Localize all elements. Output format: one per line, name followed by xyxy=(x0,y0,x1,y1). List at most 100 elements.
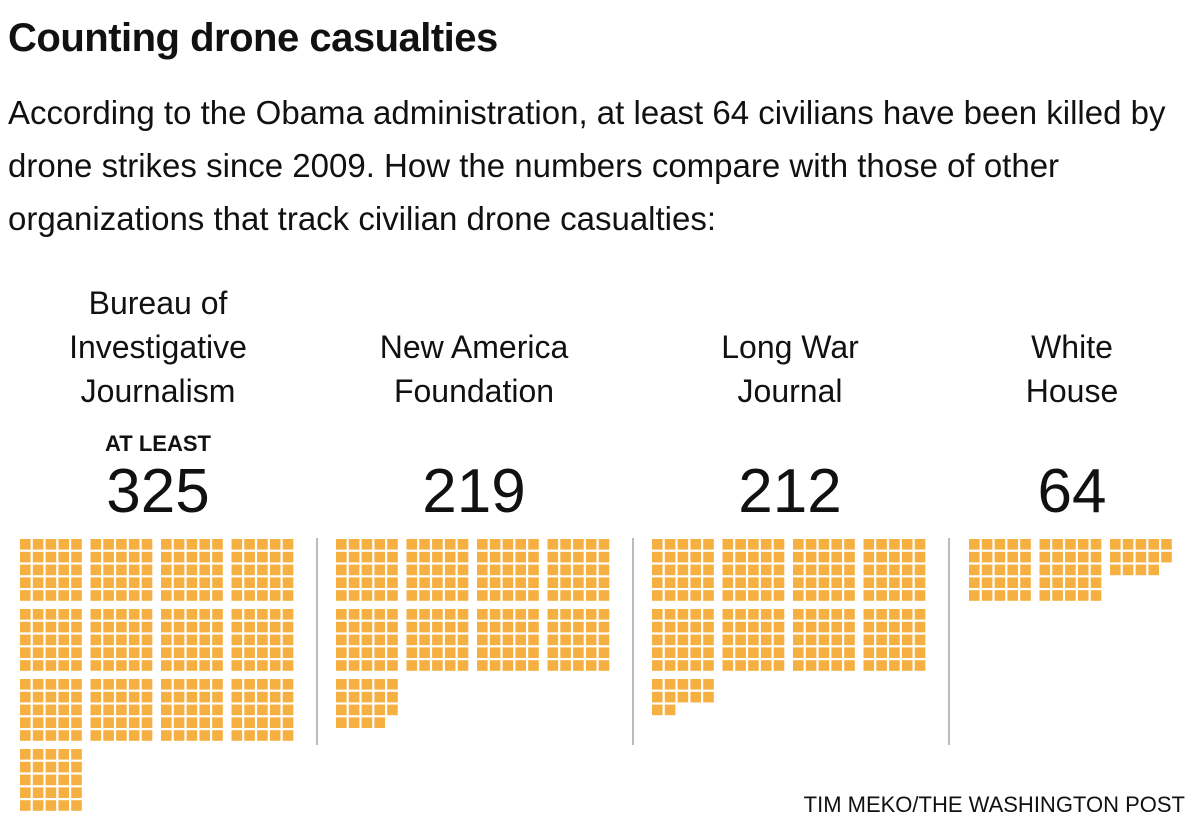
waffle-square xyxy=(116,621,127,633)
waffle-square xyxy=(652,634,663,646)
waffle-square xyxy=(489,539,501,550)
waffle-square xyxy=(71,609,82,620)
waffle-square xyxy=(515,577,526,588)
waffle-square xyxy=(212,621,223,633)
waffle-square xyxy=(1161,551,1172,563)
waffle-square xyxy=(32,577,44,588)
waffle-square xyxy=(502,590,514,601)
waffle-square xyxy=(735,634,746,646)
waffle-square xyxy=(186,564,198,576)
waffle-square xyxy=(528,660,539,671)
waffle-square xyxy=(212,577,223,588)
waffle-square xyxy=(528,647,539,658)
waffle-square xyxy=(161,691,172,703)
waffle-square xyxy=(90,564,102,576)
waffle-square xyxy=(793,564,804,576)
waffle-square xyxy=(585,621,597,633)
waffle-square xyxy=(32,564,44,576)
waffle-square xyxy=(257,730,268,741)
waffle-square xyxy=(1039,577,1051,588)
waffle-square xyxy=(528,564,539,576)
waffle-square xyxy=(489,551,501,563)
waffle-square xyxy=(677,691,689,703)
waffle-square xyxy=(387,577,398,588)
waffle-square xyxy=(652,577,663,588)
waffle-square xyxy=(212,564,223,576)
waffle-square xyxy=(652,590,663,601)
waffle-square xyxy=(598,539,610,550)
waffle-square xyxy=(773,647,785,658)
waffle-square xyxy=(515,590,526,601)
waffle-square xyxy=(889,564,900,576)
waffle-square xyxy=(598,564,610,576)
waffle-square xyxy=(1052,577,1063,588)
waffle-square xyxy=(573,647,584,658)
waffle-square xyxy=(58,590,69,601)
waffle-square xyxy=(387,704,398,716)
waffle-square xyxy=(257,577,268,588)
waffle-square xyxy=(876,551,887,563)
waffle-square xyxy=(58,787,69,798)
waffle-square xyxy=(760,621,772,633)
waffle-square xyxy=(703,551,714,563)
waffle-square xyxy=(71,800,82,811)
waffle-square xyxy=(387,634,398,646)
waffle-square xyxy=(282,730,294,741)
waffle-square xyxy=(844,590,855,601)
waffle-square xyxy=(161,704,172,716)
waffle-square xyxy=(547,539,559,550)
waffle-square xyxy=(805,621,817,633)
waffle-square xyxy=(703,660,714,671)
waffle-square xyxy=(690,590,701,601)
waffle-square xyxy=(116,704,127,716)
waffle-square xyxy=(547,577,559,588)
waffle-square xyxy=(71,704,82,716)
waffle-square xyxy=(547,660,559,671)
waffle-square xyxy=(244,564,255,576)
waffle-square xyxy=(348,590,360,601)
waffle-square xyxy=(348,717,360,728)
waffle-square xyxy=(844,551,855,563)
waffle-square xyxy=(361,564,373,576)
category-label-line: Long War xyxy=(721,329,859,365)
waffle-square xyxy=(760,660,772,671)
waffle-square xyxy=(889,621,900,633)
waffle-square xyxy=(128,539,140,550)
waffle-series xyxy=(652,539,926,716)
waffle-square xyxy=(1135,539,1147,550)
waffle-square xyxy=(502,634,514,646)
waffle-square xyxy=(419,634,430,646)
waffle-square xyxy=(32,590,44,601)
waffle-square xyxy=(257,609,268,620)
waffle-square xyxy=(361,621,373,633)
waffle-square xyxy=(573,564,584,576)
waffle-square xyxy=(773,564,785,576)
waffle-square xyxy=(374,551,385,563)
waffle-square xyxy=(432,660,443,671)
waffle-square xyxy=(336,577,347,588)
waffle-square xyxy=(419,551,430,563)
waffle-square xyxy=(141,609,153,620)
waffle-square xyxy=(348,691,360,703)
waffle-square xyxy=(282,647,294,658)
waffle-square xyxy=(231,704,243,716)
waffle-square xyxy=(914,634,926,646)
waffle-square xyxy=(844,647,855,658)
waffle-square xyxy=(116,730,127,741)
waffle-square xyxy=(831,634,842,646)
waffle-square xyxy=(348,609,360,620)
waffle-square xyxy=(199,647,210,658)
waffle-square xyxy=(199,717,210,728)
waffle-square xyxy=(773,539,785,550)
waffle-square xyxy=(32,761,44,773)
value-label: 212 xyxy=(738,457,842,526)
category-label-line: House xyxy=(1025,373,1119,409)
waffle-square xyxy=(831,647,842,658)
waffle-square xyxy=(573,539,584,550)
waffle-series xyxy=(969,539,1172,601)
waffle-square xyxy=(981,577,993,588)
waffle-square xyxy=(45,787,57,798)
waffle-square xyxy=(58,660,69,671)
waffle-square xyxy=(90,551,102,563)
waffle-square xyxy=(374,679,385,690)
